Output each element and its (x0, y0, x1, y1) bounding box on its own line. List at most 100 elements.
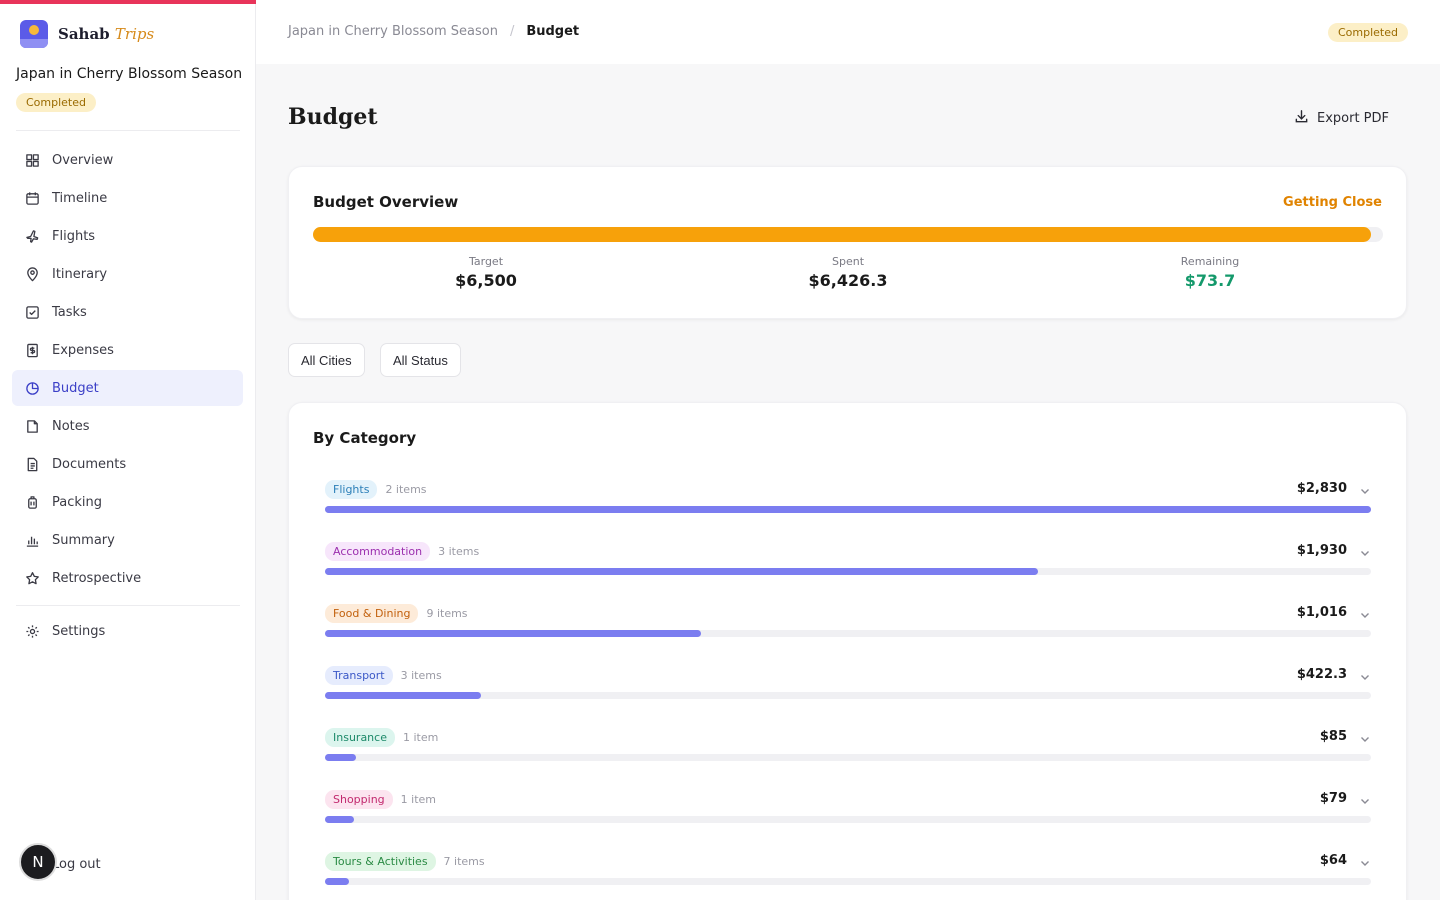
category-pill: Food & Dining (325, 604, 419, 623)
category-count: 3 items (400, 669, 442, 682)
sidebar-item-label: Flights (52, 228, 96, 244)
sidebar-item-tasks[interactable]: Tasks (12, 294, 243, 330)
category-pill: Shopping (325, 790, 393, 809)
sidebar-item-overview[interactable]: Overview (12, 142, 243, 178)
sidebar-item-summary[interactable]: Summary (12, 522, 243, 558)
category-count: 1 item (400, 793, 437, 806)
pie-chart-icon (24, 380, 40, 396)
category-row[interactable]: Accommodation 3 items $1,930 (325, 542, 1371, 582)
gear-icon (24, 623, 40, 639)
category-row[interactable]: Tours & Activities 7 items $64 (325, 852, 1371, 892)
sidebar-item-label: Settings (52, 623, 106, 639)
sidebar-item-flights[interactable]: Flights (12, 218, 243, 254)
category-progress-track (325, 568, 1371, 575)
luggage-icon (24, 494, 40, 510)
sidebar-item-settings[interactable]: Settings (12, 613, 243, 649)
category-row[interactable]: Shopping 1 item $79 (325, 790, 1371, 830)
bar-chart-icon (24, 532, 40, 548)
category-row[interactable]: Insurance 1 item $85 (325, 728, 1371, 768)
sidebar-item-notes[interactable]: Notes (12, 408, 243, 444)
category-progress-track (325, 506, 1371, 513)
category-progress-fill (325, 692, 481, 699)
sidebar-item-label: Documents (52, 456, 127, 472)
chevron-down-icon[interactable] (1359, 668, 1371, 680)
status-badge: Completed (16, 93, 96, 112)
category-amount: $1,016 (1296, 605, 1347, 620)
breadcrumb-parent[interactable]: Japan in Cherry Blossom Season (288, 24, 498, 39)
chevron-down-icon[interactable] (1359, 730, 1371, 742)
breadcrumb: Japan in Cherry Blossom Season / Budget (288, 24, 579, 39)
category-pill: Tours & Activities (325, 852, 436, 871)
category-amount: $2,830 (1296, 481, 1347, 496)
brand[interactable]: Sahab Trips (20, 20, 154, 48)
category-count: 3 items (438, 545, 480, 558)
stat-value: $6,500 (455, 271, 517, 290)
sidebar-item-documents[interactable]: Documents (12, 446, 243, 482)
category-progress-track (325, 754, 1371, 761)
stat-value: $6,426.3 (808, 271, 888, 290)
stat-label: Remaining (1180, 255, 1240, 268)
overview-status: Getting Close (1283, 195, 1382, 210)
category-pill: Transport (325, 666, 393, 685)
sidebar-item-budget[interactable]: Budget (12, 370, 243, 406)
category-progress-fill (325, 878, 350, 885)
category-amount: $64 (1319, 853, 1347, 868)
breadcrumb-current: Budget (526, 24, 580, 39)
topbar: Japan in Cherry Blossom Season / Budget … (256, 0, 1440, 64)
sidebar-item-label: Packing (52, 494, 103, 510)
stat-spent: Spent $6,426.3 (748, 255, 948, 290)
sidebar-item-label: Itinerary (52, 266, 108, 282)
filter-cities-button[interactable]: All Cities (288, 343, 365, 377)
checkbox-icon (24, 304, 40, 320)
stat-label: Spent (831, 255, 865, 268)
logout-link[interactable]: Log out (52, 857, 101, 872)
map-pin-icon (24, 266, 40, 282)
sidebar-item-label: Summary (52, 532, 115, 548)
category-row[interactable]: Transport 3 items $422.3 (325, 666, 1371, 706)
category-title: By Category (313, 429, 417, 447)
stat-remaining: Remaining $73.7 (1110, 255, 1310, 290)
category-progress-track (325, 878, 1371, 885)
overview-title: Budget Overview (313, 193, 459, 211)
sidebar-item-expenses[interactable]: Expenses (12, 332, 243, 368)
sidebar-item-label: Expenses (52, 342, 114, 358)
sidebar: Sahab Trips Japan in Cherry Blossom Seas… (0, 0, 256, 900)
filter-status-button[interactable]: All Status (380, 343, 461, 377)
category-row[interactable]: Food & Dining 9 items $1,016 (325, 604, 1371, 644)
chevron-down-icon[interactable] (1359, 606, 1371, 618)
grid-icon (24, 152, 40, 168)
sidebar-accent-bar (0, 0, 256, 4)
document-icon (24, 456, 40, 472)
sidebar-item-label: Retrospective (52, 570, 142, 586)
plane-icon (24, 228, 40, 244)
category-pill: Insurance (325, 728, 395, 747)
trip-title: Japan in Cherry Blossom Season (16, 66, 243, 82)
category-progress-fill (325, 754, 357, 761)
export-pdf-label: Export PDF (1317, 111, 1390, 126)
category-amount: $79 (1319, 791, 1347, 806)
chevron-down-icon[interactable] (1359, 792, 1371, 804)
page-title: Budget (288, 104, 378, 130)
sidebar-item-packing[interactable]: Packing (12, 484, 243, 520)
divider (16, 130, 240, 131)
export-pdf-button[interactable]: Export PDF (1294, 109, 1389, 128)
breadcrumb-separator: / (509, 24, 515, 39)
chevron-down-icon[interactable] (1359, 482, 1371, 494)
sidebar-nav: Overview Timeline Flights Itinerary Tasks Exp… (12, 142, 243, 598)
stat-target: Target $6,500 (386, 255, 586, 290)
sidebar-item-retrospective[interactable]: Retrospective (12, 560, 243, 596)
budget-overview-card: Budget Overview Getting Close Target $6,… (288, 166, 1407, 319)
sidebar-item-timeline[interactable]: Timeline (12, 180, 243, 216)
category-count: 9 items (426, 607, 468, 620)
overview-progress-track (313, 227, 1383, 242)
calendar-icon (24, 190, 40, 206)
overview-progress-fill (313, 227, 1372, 242)
sidebar-item-itinerary[interactable]: Itinerary (12, 256, 243, 292)
category-progress-fill (325, 568, 1039, 575)
receipt-icon (24, 342, 40, 358)
chevron-down-icon[interactable] (1359, 854, 1371, 866)
category-row[interactable]: Flights 2 items $2,830 (325, 480, 1371, 520)
avatar[interactable]: N (19, 843, 57, 881)
sidebar-item-label: Overview (52, 152, 114, 168)
chevron-down-icon[interactable] (1359, 544, 1371, 556)
